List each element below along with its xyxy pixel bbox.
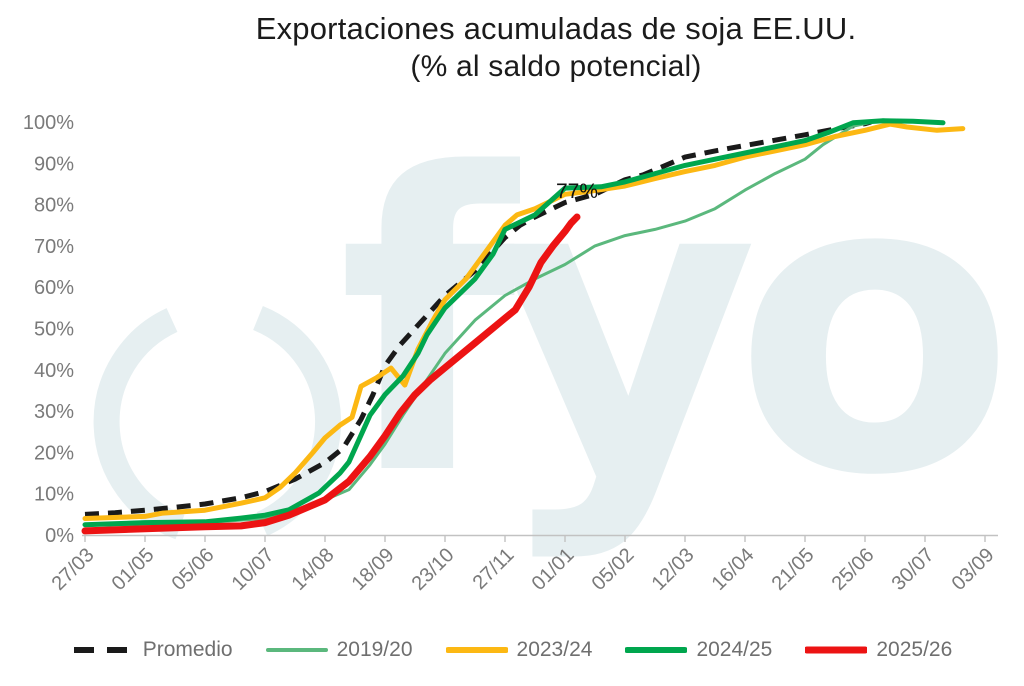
title-block: Exportaciones acumuladas de soja EE.UU. … bbox=[86, 10, 1024, 85]
watermark: fyo bbox=[93, 87, 1024, 565]
legend-swatch-2023-24 bbox=[445, 647, 508, 653]
legend-swatch-2025-26 bbox=[805, 646, 868, 654]
chart-title: Exportaciones acumuladas de soja EE.UU. bbox=[255, 11, 857, 46]
x-tick-label: 10/07 bbox=[228, 544, 279, 595]
y-tick-label: 10% bbox=[34, 484, 74, 506]
legend-item-promedio: Promedio bbox=[72, 638, 233, 662]
watermark-fyo-text: fyo bbox=[338, 87, 1003, 565]
y-tick-label: 80% bbox=[34, 195, 74, 217]
legend-swatch-promedio bbox=[73, 647, 132, 653]
chart-subtitle: (% al saldo potencial) bbox=[410, 50, 702, 83]
legend-swatch-2024-25 bbox=[625, 647, 688, 653]
legend-item-2019-20: 2019/20 bbox=[265, 638, 413, 662]
data-point-label-77: 77% bbox=[556, 180, 598, 203]
x-tick-label: 27/03 bbox=[48, 544, 99, 595]
y-tick-label: 70% bbox=[34, 236, 74, 258]
series-line-2023-24 bbox=[82, 121, 966, 521]
legend-swatch-2019-20 bbox=[265, 648, 328, 652]
series-line-2024-25 bbox=[82, 118, 946, 528]
x-tick-label: 01/05 bbox=[108, 544, 159, 595]
x-tick-label: 14/08 bbox=[288, 544, 339, 595]
legend-item-2024-25: 2024/25 bbox=[625, 638, 772, 662]
legend-label: 2019/20 bbox=[336, 638, 413, 661]
y-tick-label: 90% bbox=[34, 153, 74, 175]
y-tick-label: 40% bbox=[34, 360, 74, 382]
legend: Promedio 2019/20 2023/24 2024/25 2025/26 bbox=[0, 638, 1024, 662]
legend-label: 2025/26 bbox=[876, 638, 953, 661]
series-line-promedio bbox=[84, 119, 872, 517]
legend-label: 2023/24 bbox=[516, 638, 593, 661]
y-tick-label: 60% bbox=[34, 277, 74, 299]
y-tick-label: 20% bbox=[34, 442, 74, 464]
legend-item-2025-26: 2025/26 bbox=[805, 638, 952, 662]
x-tick-label: 05/06 bbox=[168, 544, 219, 595]
watermark-circle-right-arc bbox=[252, 305, 342, 536]
y-tick-label: 0% bbox=[45, 525, 74, 547]
y-tick-label: 50% bbox=[34, 319, 74, 341]
series-line-2025-26 bbox=[81, 213, 581, 535]
y-tick-label: 100% bbox=[23, 112, 74, 134]
watermark-circle-left-arc bbox=[93, 308, 185, 540]
legend-label: Promedio bbox=[142, 638, 233, 661]
y-tick-label: 30% bbox=[34, 401, 74, 423]
legend-label: 2024/25 bbox=[696, 638, 773, 661]
legend-item-2023-24: 2023/24 bbox=[445, 638, 593, 662]
